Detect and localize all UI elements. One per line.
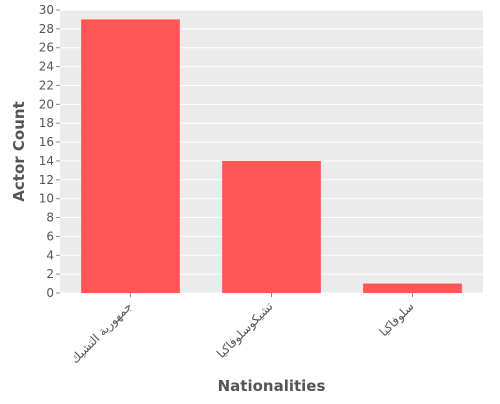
y-tick-label: 14 bbox=[39, 154, 54, 168]
y-tick-label: 6 bbox=[46, 229, 54, 243]
x-axis: جمهورية التشيك تشيكوسلوفاكيا سلوفاكيا bbox=[68, 293, 418, 367]
y-tick-label: 18 bbox=[39, 116, 54, 130]
x-tick-label: جمهورية التشيك bbox=[68, 299, 136, 367]
y-tick-label: 0 bbox=[46, 286, 54, 300]
y-tick-label: 8 bbox=[46, 211, 54, 225]
y-tick-label: 2 bbox=[46, 267, 54, 281]
y-axis-label: Actor Count bbox=[10, 101, 28, 201]
y-tick-label: 30 bbox=[39, 3, 54, 17]
y-tick-label: 10 bbox=[39, 192, 54, 206]
bar bbox=[81, 19, 180, 294]
x-tick-label: سلوفاكيا bbox=[377, 299, 418, 340]
y-tick-label: 16 bbox=[39, 135, 54, 149]
bar bbox=[222, 160, 321, 293]
y-tick-label: 24 bbox=[39, 60, 54, 74]
y-tick-label: 28 bbox=[39, 22, 54, 36]
x-tick-label: تشيكوسلوفاكيا bbox=[214, 299, 276, 361]
bars bbox=[81, 19, 462, 294]
y-tick-label: 12 bbox=[39, 173, 54, 187]
x-axis-label: Nationalities bbox=[218, 377, 326, 395]
y-tick-label: 20 bbox=[39, 97, 54, 111]
y-tick-label: 22 bbox=[39, 78, 54, 92]
y-tick-label: 26 bbox=[39, 41, 54, 55]
bar bbox=[363, 283, 462, 293]
y-tick-label: 4 bbox=[46, 248, 54, 262]
